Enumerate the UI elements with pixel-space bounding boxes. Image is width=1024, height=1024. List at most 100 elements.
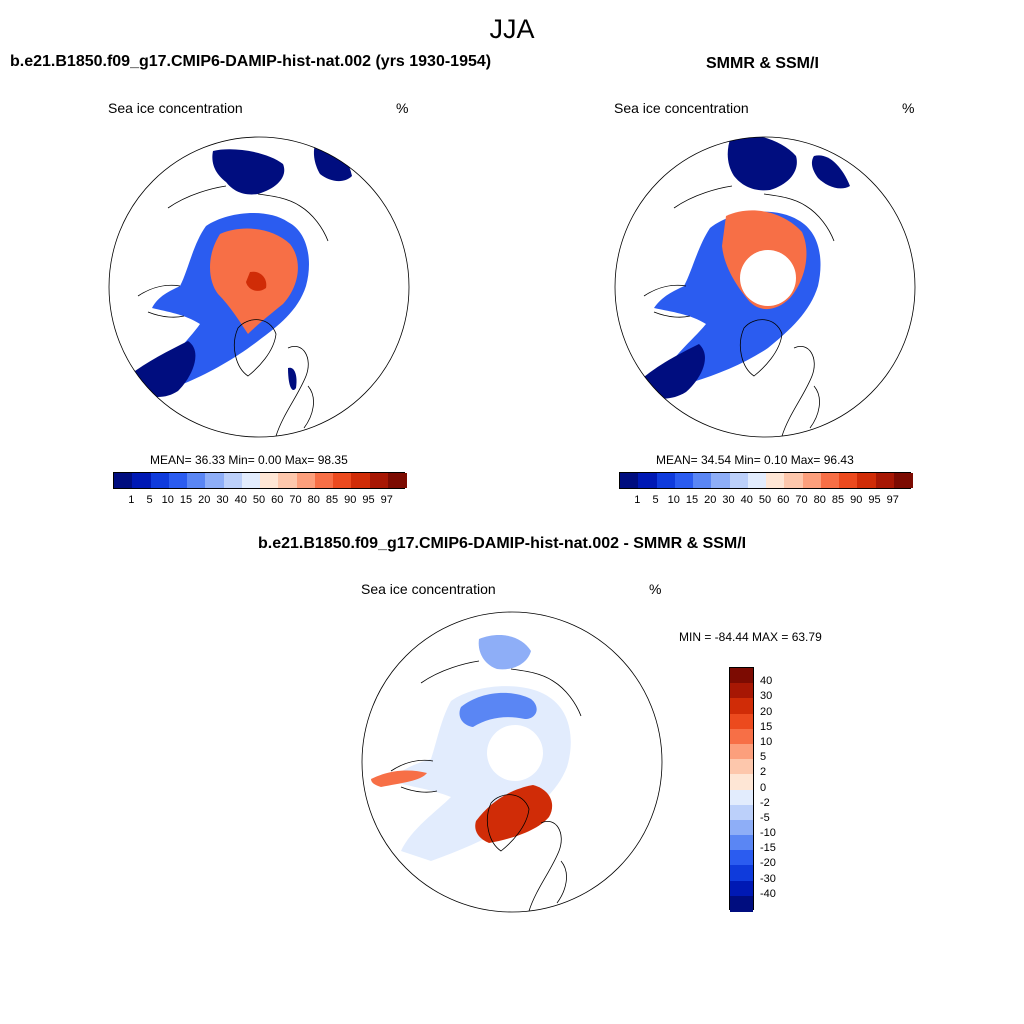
colorbar-tick-label: 1 [128,494,135,506]
colorbar-swatch [223,473,243,488]
panel1-ice-hudson [288,367,297,390]
colorbar-tick-label: 50 [252,494,266,506]
colorbar-tick-label: 30 [760,690,773,703]
colorbar-swatch [260,473,279,488]
colorbar-tick-label: 70 [795,494,808,506]
colorbar-tick-label: -20 [760,857,776,870]
colorbar-swatch [205,473,224,488]
colorbar-swatch [187,473,206,488]
colorbar-tick-label: -2 [760,796,770,809]
colorbar-swatch [730,728,753,745]
panel1-polar-map [108,136,410,438]
colorbar-swatch [730,850,753,866]
panel1-units-label: % [396,100,409,116]
panel2-pole-hole [740,250,796,306]
panel3-coastline-america [390,759,438,793]
colorbar-tick-label: 30 [722,494,735,506]
panel1-coastline-europe [275,346,314,437]
colorbar-swatch [314,473,334,488]
colorbar-swatch [730,713,753,730]
colorbar-tick-label: 90 [850,494,863,506]
panel2-ice-pacific-east [811,155,850,189]
colorbar-swatch [893,473,913,488]
colorbar-swatch [802,473,822,488]
colorbar-tick-label: 20 [198,494,211,506]
colorbar-tick-label: 40 [740,494,753,506]
colorbar-swatch [730,804,753,821]
colorbar-swatch [730,789,753,806]
colorbar-swatch [820,473,840,488]
colorbar-tick-label: -40 [760,887,776,900]
colorbar-tick-label: -30 [760,872,776,885]
colorbar-tick-label: -10 [760,827,776,840]
colorbar-tick-label: 40 [760,675,773,688]
colorbar-swatch [730,819,753,836]
colorbar-swatch [730,774,753,790]
colorbar-tick-label: 10 [161,494,174,506]
colorbar-tick-label: 5 [146,494,153,506]
panel3-diff-blue-ring [459,692,537,727]
panel3-units-label: % [649,581,662,597]
colorbar-tick-label: 80 [307,494,320,506]
panel1-ice-pacific [212,149,285,195]
colorbar-tick-label: 60 [271,494,284,506]
colorbar-tick-label: 30 [216,494,229,506]
colorbar-swatch [638,473,657,488]
figure-title: JJA [489,14,535,44]
panel3-coastline-asia [420,660,582,717]
panel2-units-label: % [902,100,915,116]
colorbar-swatch [711,473,730,488]
colorbar-tick-label: 20 [704,494,717,506]
colorbar-tick-label: -5 [760,811,770,824]
colorbar-swatch [132,473,151,488]
colorbar-swatch [674,473,694,488]
colorbar-swatch [387,473,407,488]
panel2-ice-pacific [727,137,797,191]
colorbar-swatch [730,698,753,715]
panel2-title: SMMR & SSM/I [706,55,819,72]
colorbar-swatch [766,473,785,488]
panel2-polar-map [614,136,916,438]
colorbar-swatch [729,473,749,488]
panel1-ice-atlantic [128,341,196,398]
colorbar-swatch [747,473,767,488]
panel1-title: b.e21.B1850.f09_g17.CMIP6-DAMIP-hist-nat… [10,53,492,70]
colorbar-swatch [730,668,753,684]
colorbar-swatch [114,473,133,488]
panel2-stats: MEAN= 34.54 Min= 0.10 Max= 96.43 [656,453,854,467]
panel1-ice-max [246,271,267,291]
colorbar-swatch [296,473,316,488]
colorbar-tick-label: 90 [344,494,357,506]
panel2-map-boundary [614,136,916,438]
colorbar-swatch [730,759,753,775]
colorbar-tick-label: 95 [362,494,375,506]
colorbar-tick-label: 95 [868,494,881,506]
colorbar-swatch [693,473,712,488]
colorbar-tick-label: 2 [760,766,767,779]
colorbar-tick-label: 15 [760,720,773,733]
colorbar-swatch [839,473,858,488]
colorbar-tick-label: 60 [777,494,790,506]
panel2-coastline-greenland [740,319,783,377]
colorbar-swatch [241,473,261,488]
colorbar-tick-label: 85 [325,494,339,506]
panel3-diff-red-band [371,770,427,787]
panel1-stats: MEAN= 36.33 Min= 0.00 Max= 98.35 [150,453,348,467]
colorbar-swatch [730,683,753,699]
colorbar-tick-label: 80 [813,494,826,506]
colorbar-tick-label: 0 [760,781,767,794]
colorbar-tick-label: -15 [760,842,776,855]
panel3-coastline-europe [528,821,567,912]
colorbar-swatch [875,473,895,488]
colorbar-swatch [784,473,803,488]
panel1-coastline-greenland [234,319,277,377]
colorbar-swatch [730,895,753,912]
colorbar-tick-label: 97 [380,494,393,506]
colorbar-swatch [730,865,753,882]
colorbar-tick-label: 5 [652,494,659,506]
colorbar-swatch [168,473,188,488]
colorbar-tick-label: 70 [289,494,302,506]
panel3-polar-map [361,611,663,913]
panel2-ice-atlantic [639,344,705,399]
panel3-coastline-greenland [487,794,530,852]
